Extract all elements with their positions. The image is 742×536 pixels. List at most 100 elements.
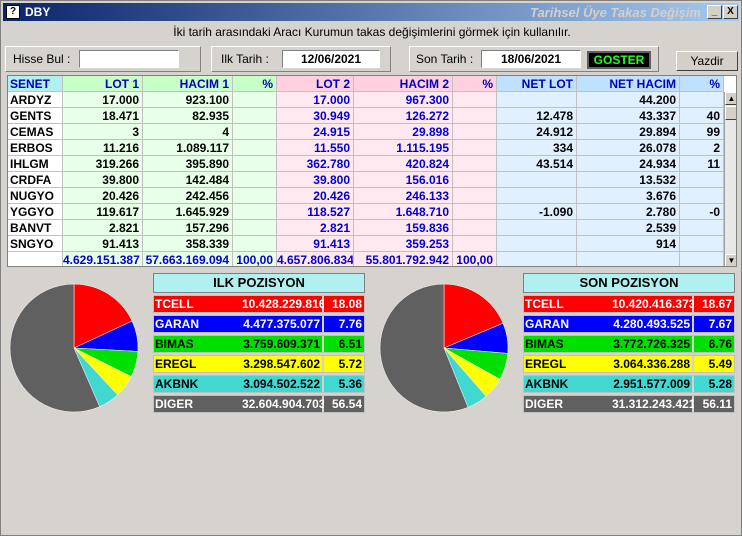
grid-cell: 55.801.792.942: [354, 252, 453, 266]
grid-totals-row[interactable]: 4.629.151.387 57.663.169.094 100,00 4.657.8…: [8, 252, 736, 267]
grid-cell: 2.821: [63, 220, 143, 236]
grid-cell: 100,00: [453, 252, 497, 266]
grid-cell: [497, 236, 577, 252]
table-row[interactable]: GENTS 18.471 82.935 30.949 126.272 12.478 43.3…: [8, 108, 736, 124]
grid-cell: 4.657.806.834: [277, 252, 354, 267]
position-row: TCELL 10.420.416.373 18.67: [523, 295, 735, 313]
grid-cell: 11.216: [63, 140, 143, 156]
position-percent: 5.36: [324, 376, 364, 392]
son-tarih-input[interactable]: 18/06/2021: [481, 50, 581, 68]
scroll-up-arrow-icon[interactable]: ▲: [725, 92, 736, 105]
grid-cell: 18.471: [63, 108, 143, 124]
position-row: GARAN 4.280.493.525 7.67: [523, 315, 735, 333]
scroll-thumb[interactable]: [725, 106, 736, 120]
grid-cell: [233, 140, 277, 156]
grid-cell: YGGYO: [8, 204, 63, 220]
grid-cell: 39.800: [277, 172, 354, 188]
table-row[interactable]: IHLGM 319.266 395.890 362.780 420.824 43.514 2…: [8, 156, 736, 172]
grid-cell: BANVT: [8, 220, 63, 236]
app-icon[interactable]: ?: [6, 5, 20, 19]
grid-cell: [453, 172, 497, 188]
table-row[interactable]: SNGYO 91.413 358.339 91.413 359.253 914: [8, 236, 736, 252]
position-value: 4.280.493.525: [612, 316, 692, 332]
son-tarih-group: [409, 46, 659, 72]
grid-cell: [233, 108, 277, 124]
grid-cell: [680, 220, 724, 236]
grid-header-cell: %: [680, 76, 724, 92]
position-row: EREGL 3.064.336.288 5.49: [523, 355, 735, 373]
grid-cell: 3: [63, 124, 143, 140]
ilk-tarih-group: [211, 46, 391, 72]
position-name: AKBNK: [154, 376, 242, 392]
pie-slice-tcell: [443, 283, 504, 349]
close-button[interactable]: X: [723, 5, 738, 19]
grid-cell: SNGYO: [8, 236, 63, 252]
table-row[interactable]: NUGYO 20.426 242.456 20.426 246.133 3.676: [8, 188, 736, 204]
position-name: BIMAS: [524, 336, 612, 352]
goster-button[interactable]: GOSTER: [587, 51, 651, 69]
grid-cell: 334: [497, 140, 577, 156]
grid-cell: CRDFA: [8, 172, 63, 188]
ilk-tarih-input[interactable]: 12/06/2021: [282, 50, 380, 68]
table-row[interactable]: ERBOS 11.216 1.089.117 11.550 1.115.195 334 26…: [8, 140, 736, 156]
grid-cell: [453, 156, 497, 172]
grid-cell: 40: [680, 108, 724, 124]
grid-cell: 44.200: [577, 92, 680, 108]
minimize-button[interactable]: _: [707, 5, 722, 19]
position-name: BIMAS: [154, 336, 242, 352]
pie-slice-diger: [9, 283, 100, 413]
grid-cell: 24.912: [497, 124, 577, 140]
table-row[interactable]: BANVT 2.821 157.296 2.821 159.836 2.539: [8, 220, 736, 236]
title-bar[interactable]: ? DBY Tarihsel Üye Takas Değişim _ X: [3, 3, 739, 21]
grid-header-row[interactable]: SENET LOT 1 HACIM 1% LOT 2 HACIM 2% NET LOT NE…: [8, 76, 736, 92]
grid-cell: 3.676: [577, 188, 680, 204]
table-row[interactable]: ARDYZ 17.000 923.100 17.000 967.300 44.200: [8, 92, 736, 108]
position-percent: 5.28: [694, 376, 734, 392]
grid-cell: CEMAS: [8, 124, 63, 140]
grid-header-cell: LOT 2: [277, 76, 354, 92]
grid-header-cell: NET LOT: [497, 76, 577, 92]
grid-cell: 1.115.195: [354, 140, 453, 156]
position-name: EREGL: [524, 356, 612, 372]
grid-cell: [680, 236, 724, 252]
grid-cell: 2.821: [277, 220, 354, 236]
grid-cell: 126.272: [354, 108, 453, 124]
grid-cell: ARDYZ: [8, 92, 63, 108]
position-row: BIMAS 3.759.609.371 6.51: [153, 335, 365, 353]
grid-cell: 100,00: [233, 252, 277, 266]
position-value: 3.064.336.288: [612, 356, 692, 372]
window-right-title: Tarihsel Üye Takas Değişim: [529, 4, 701, 20]
table-row[interactable]: CEMAS 3 4 24.915 29.898 24.912 29.894 99: [8, 124, 736, 140]
table-row[interactable]: CRDFA 39.800 142.484 39.800 156.016 13.532: [8, 172, 736, 188]
pie-slice-diger: [379, 283, 469, 413]
grid-header-cell: SENET: [8, 76, 63, 92]
grid-cell: 319.266: [63, 156, 143, 172]
position-percent: 7.76: [324, 316, 364, 332]
table-row[interactable]: YGGYO 119.617 1.645.929 118.527 1.648.710 -1.…: [8, 204, 736, 220]
yazdir-button[interactable]: Yazdir: [676, 51, 738, 71]
grid-vertical-scrollbar[interactable]: ▲ ▼: [724, 92, 736, 266]
grid-cell: [497, 172, 577, 188]
scroll-down-arrow-icon[interactable]: ▼: [725, 254, 736, 266]
position-value: 10.420.416.373: [612, 296, 696, 312]
grid-cell: [497, 252, 577, 266]
grid-cell: [680, 188, 724, 204]
grid-cell: [497, 220, 577, 236]
grid-cell: 159.836: [354, 220, 453, 236]
data-grid[interactable]: SENET LOT 1 HACIM 1% LOT 2 HACIM 2% NET LOT NE…: [7, 75, 737, 267]
grid-cell: 2.539: [577, 220, 680, 236]
grid-cell: [453, 188, 497, 204]
grid-cell: [453, 140, 497, 156]
hisse-search-input[interactable]: [79, 50, 179, 68]
grid-cell: 967.300: [354, 92, 453, 108]
grid-cell: [233, 92, 277, 108]
grid-cell: 914: [577, 236, 680, 252]
grid-header-cell: HACIM 2: [354, 76, 453, 92]
grid-cell: [497, 188, 577, 204]
grid-cell: ERBOS: [8, 140, 63, 156]
grid-cell: GENTS: [8, 108, 63, 124]
grid-cell: 29.894: [577, 124, 680, 140]
hisse-label: Hisse Bul :: [13, 52, 71, 66]
grid-cell: [233, 124, 277, 140]
